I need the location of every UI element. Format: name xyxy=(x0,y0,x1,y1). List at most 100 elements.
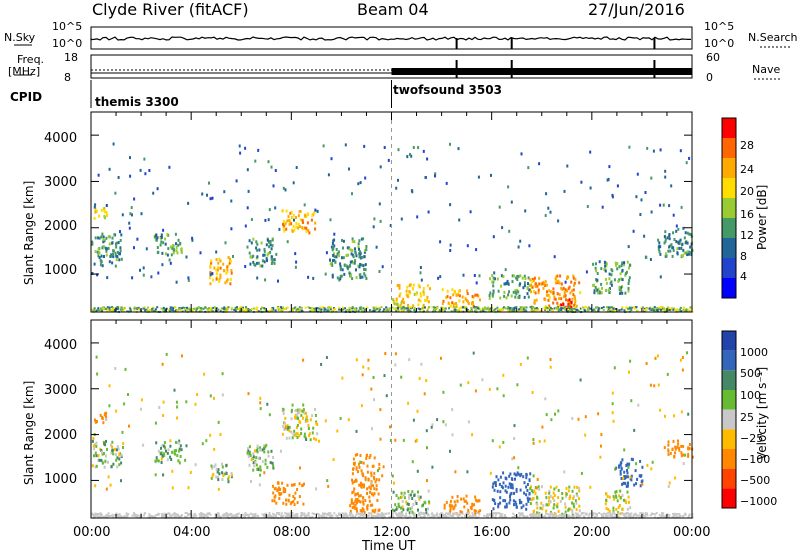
date-label: 27/Jun/2016 xyxy=(588,0,685,19)
data-cell xyxy=(354,453,357,457)
data-cell xyxy=(664,514,667,517)
data-cell xyxy=(111,306,113,308)
data-cell xyxy=(682,444,685,448)
data-cell xyxy=(612,307,615,310)
data-cell xyxy=(307,213,310,217)
data-cell xyxy=(481,378,484,382)
data-cell xyxy=(474,509,477,513)
data-cell xyxy=(323,307,326,310)
data-cell xyxy=(289,211,292,215)
data-cell xyxy=(534,291,537,295)
data-cell xyxy=(276,489,279,493)
data-cell xyxy=(324,272,327,276)
data-cell xyxy=(301,309,303,312)
data-cell xyxy=(327,484,330,488)
data-cell xyxy=(273,258,276,262)
data-cell xyxy=(108,306,111,309)
data-cell xyxy=(659,203,662,207)
data-cell xyxy=(375,245,378,249)
data-cell xyxy=(208,308,211,311)
data-cell xyxy=(536,307,538,310)
data-cell xyxy=(536,284,539,288)
data-cell xyxy=(333,259,336,263)
data-cell xyxy=(642,514,645,516)
data-cell xyxy=(350,248,353,252)
data-cell xyxy=(495,512,497,515)
data-cell xyxy=(434,174,436,178)
data-cell xyxy=(669,451,672,455)
data-cell xyxy=(320,308,323,311)
data-cell xyxy=(226,278,229,282)
data-cell xyxy=(351,260,354,264)
data-cell xyxy=(214,306,216,309)
data-cell xyxy=(242,306,244,309)
data-cell xyxy=(567,287,570,291)
data-cell xyxy=(367,367,370,371)
data-cell xyxy=(352,261,355,265)
data-cell xyxy=(118,463,121,467)
data-cell xyxy=(411,460,414,464)
data-cell xyxy=(371,492,373,496)
data-cell xyxy=(353,307,356,310)
data-cell xyxy=(442,390,445,394)
data-cell xyxy=(133,197,136,201)
data-cell xyxy=(246,206,249,210)
data-cell xyxy=(157,449,160,453)
data-cell xyxy=(446,512,449,515)
data-cell xyxy=(515,489,518,493)
data-cell xyxy=(329,307,332,310)
data-cell xyxy=(436,306,439,309)
data-cell xyxy=(529,306,532,309)
data-cell xyxy=(679,238,682,242)
data-cell xyxy=(364,476,367,480)
data-cell xyxy=(239,306,242,309)
data-cell xyxy=(466,299,468,303)
data-cell xyxy=(565,494,567,498)
data-cell xyxy=(378,270,381,273)
data-cell xyxy=(344,512,347,515)
data-cell xyxy=(530,290,533,294)
data-cell xyxy=(654,513,657,516)
data-cell xyxy=(112,249,115,253)
data-cell xyxy=(537,291,540,295)
data-cell xyxy=(560,297,563,301)
data-cell xyxy=(221,471,224,475)
data-cell xyxy=(388,516,391,519)
xtick-4: 16:00 xyxy=(473,525,511,540)
data-cell xyxy=(226,513,229,515)
data-cell xyxy=(221,462,223,466)
data-cell xyxy=(114,514,117,517)
data-cell xyxy=(209,433,212,437)
data-cell xyxy=(635,513,638,516)
xtick-2: 08:00 xyxy=(273,525,311,540)
data-cell xyxy=(243,514,246,517)
data-cell xyxy=(180,310,183,313)
data-cell xyxy=(601,205,604,209)
data-cell xyxy=(284,222,287,226)
data-cell xyxy=(263,249,266,253)
data-cell xyxy=(240,308,243,311)
data-cell xyxy=(529,502,532,506)
data-cell xyxy=(461,512,464,515)
data-cell xyxy=(400,217,403,221)
data-cell xyxy=(296,436,299,439)
data-cell xyxy=(597,308,600,311)
data-cell xyxy=(544,397,547,401)
data-cell xyxy=(653,513,656,516)
data-cell xyxy=(266,465,269,469)
data-cell xyxy=(268,516,271,519)
data-cell xyxy=(422,309,425,312)
data-cell xyxy=(226,308,229,311)
data-cell xyxy=(354,308,356,311)
data-cell xyxy=(103,413,106,417)
data-cell xyxy=(467,420,470,424)
data-cell xyxy=(659,408,662,412)
data-cell xyxy=(378,478,381,482)
data-cell xyxy=(333,255,336,259)
data-cell xyxy=(294,491,297,495)
data-cell xyxy=(240,306,243,309)
data-cell xyxy=(364,263,367,267)
data-cell xyxy=(165,252,167,256)
data-cell xyxy=(185,400,188,404)
data-cell xyxy=(274,309,277,312)
